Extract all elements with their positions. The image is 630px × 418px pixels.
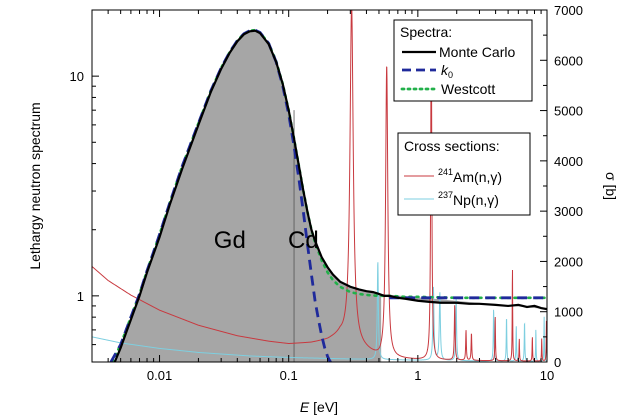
legend-westcott-label: Westcott — [441, 81, 495, 97]
legend-k0-label: k0 — [441, 62, 453, 80]
annotation-cd: Cd — [288, 227, 319, 254]
y-left-tick-label: 10 — [70, 69, 84, 84]
y-right-tick-label: 1000 — [554, 305, 583, 320]
x-tick-label: 10 — [540, 368, 554, 383]
y-right-tick-label: 3000 — [554, 204, 583, 219]
y-right-tick-label: 5000 — [554, 104, 583, 119]
am241-cross-section-line — [92, 10, 547, 362]
y-left-tick-label: 1 — [77, 289, 84, 304]
legend-cross-sections: Cross sections: 241Am(n,γ) 237Np(n,γ) — [397, 132, 531, 216]
monte-carlo-line — [113, 29, 547, 362]
annotation-gd: Gd — [214, 227, 246, 254]
x-axis-label: E [eV] — [300, 399, 338, 415]
y-right-tick-label: 4000 — [554, 154, 583, 169]
x-tick-label: 1 — [414, 368, 421, 383]
legend-spectra-box — [393, 19, 533, 102]
x-tick-label: 0.1 — [280, 368, 298, 383]
legend-spectra-title: Spectra: — [400, 24, 452, 40]
y-right-tick-label: 6000 — [554, 53, 583, 68]
y-right-tick-label: 2000 — [554, 254, 583, 269]
x-tick-label: 0.01 — [147, 368, 172, 383]
y-right-tick-label: 7000 — [554, 3, 583, 18]
y-right-tick-label: 0 — [554, 355, 561, 370]
y-axis-left-label: Lethargy neutron spectrum — [27, 102, 43, 269]
legend-np-label: 237Np(n,γ) — [438, 190, 499, 208]
legend-monte-carlo-label: Monte Carlo — [439, 44, 515, 60]
legend-xs-box — [397, 132, 531, 216]
legend-xs-title: Cross sections: — [404, 138, 500, 154]
np237-cross-section-line — [92, 262, 547, 362]
y-axis-right-label: σ [b] — [603, 172, 619, 200]
spectrum-fill-area — [114, 30, 547, 362]
legend-spectra: Spectra: Monte Carlo k0 Westcott — [393, 19, 533, 102]
legend-am-label: 241Am(n,γ) — [438, 167, 502, 185]
